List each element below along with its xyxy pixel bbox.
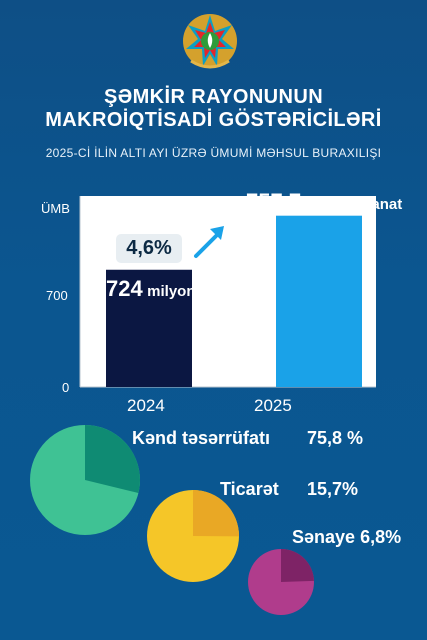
sector-label-industry: Sənaye [292,527,356,547]
y-tick-label: 700 [46,288,68,303]
y-tick-label: 0 [62,380,70,395]
sector-value-agriculture: 75,8 % [307,428,364,448]
arrow-up-right-icon [194,230,222,258]
bar-2024 [106,269,192,387]
bar-data-label: 724 milyon manat [106,276,244,302]
bar-2025 [276,215,362,387]
page-title-line1: ŞƏMKİR RAYONUNUN [103,86,324,108]
sector-value-industry: 6,8% [360,527,402,547]
page-title-line2: MAKROİQTİSADİ GÖSTƏRİCİLƏRİ [45,109,382,131]
x-tick-label: 2025 [254,396,292,415]
bar-unit-2025: milyon manat [305,196,403,213]
bar-value-2025: 757,7 [246,189,302,214]
pie-slice-2 [193,490,239,537]
sector-label-trade: Ticarət [220,479,279,499]
bar-unit-2024: milyon manat [147,283,244,300]
bar-value-2024: 724 [106,276,143,301]
x-tick-label: 2024 [127,396,165,415]
sector-label-agriculture: Kənd təsərrüfatı [132,428,271,448]
growth-badge: 4,6% [116,234,182,263]
bar-data-label: 757,7 milyon manat [246,189,402,215]
pie-slice-1 [85,425,141,494]
y-axis-label: ÜMB [41,201,70,216]
page-subtitle: 2025-Cİ İLİN ALTI AYI ÜZRƏ ÜMUMİ MƏHSUL … [45,146,382,160]
pie-slice-3 [281,549,314,582]
arrow-head-icon [210,226,224,240]
sector-value-trade: 15,7% [307,479,359,499]
state-emblem-icon [183,14,237,69]
